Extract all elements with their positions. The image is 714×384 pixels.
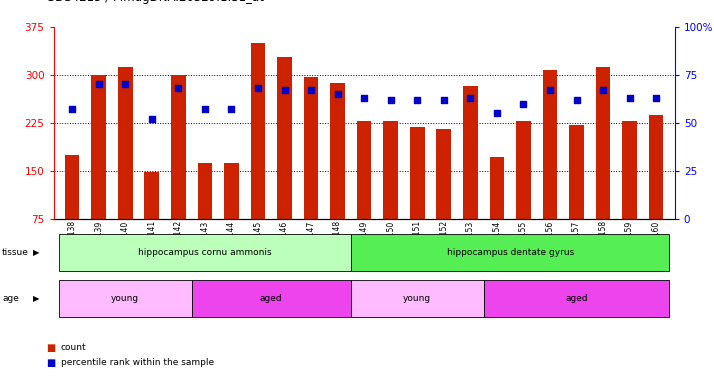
Bar	[490, 157, 504, 267]
Bar	[118, 67, 133, 267]
Text: age: age	[2, 294, 19, 303]
Bar	[251, 43, 266, 267]
Bar	[331, 83, 345, 267]
Text: count: count	[61, 343, 86, 352]
Bar	[144, 172, 159, 267]
Bar	[224, 163, 238, 267]
Text: young: young	[403, 294, 431, 303]
Text: hippocampus cornu ammonis: hippocampus cornu ammonis	[138, 248, 271, 257]
Text: percentile rank within the sample: percentile rank within the sample	[61, 358, 213, 367]
Point	[598, 87, 609, 93]
Point	[385, 97, 396, 103]
Point	[358, 95, 370, 101]
Point	[252, 85, 263, 91]
Bar	[198, 163, 212, 267]
Point	[173, 85, 184, 91]
Text: ■: ■	[46, 343, 56, 353]
Bar	[171, 75, 186, 267]
Bar	[65, 155, 79, 267]
Text: aged: aged	[260, 294, 283, 303]
Bar	[543, 70, 557, 267]
Point	[438, 97, 450, 103]
Bar	[623, 121, 637, 267]
Point	[465, 95, 476, 101]
Bar	[383, 121, 398, 267]
Bar	[277, 57, 292, 267]
Point	[66, 106, 78, 113]
Point	[119, 81, 131, 88]
Text: hippocampus dentate gyrus: hippocampus dentate gyrus	[446, 248, 574, 257]
Point	[93, 81, 104, 88]
Text: GDS4215 / MmugDNA.20329.1.S1_at: GDS4215 / MmugDNA.20329.1.S1_at	[46, 0, 264, 4]
Point	[544, 87, 555, 93]
Bar	[649, 115, 663, 267]
Point	[518, 101, 529, 107]
Bar	[436, 129, 451, 267]
Bar	[91, 75, 106, 267]
Point	[278, 87, 290, 93]
Point	[491, 110, 503, 116]
Point	[146, 116, 158, 122]
Text: tissue: tissue	[2, 248, 29, 257]
Text: ▶: ▶	[33, 294, 40, 303]
Bar	[516, 121, 531, 267]
Bar	[569, 125, 584, 267]
Text: young: young	[111, 294, 139, 303]
Point	[411, 97, 423, 103]
Point	[570, 97, 582, 103]
Text: aged: aged	[565, 294, 588, 303]
Point	[650, 95, 662, 101]
Bar	[595, 67, 610, 267]
Point	[332, 91, 343, 97]
Point	[199, 106, 211, 113]
Bar	[463, 86, 478, 267]
Bar	[357, 121, 371, 267]
Text: ▶: ▶	[33, 248, 40, 257]
Point	[624, 95, 635, 101]
Point	[226, 106, 237, 113]
Text: ■: ■	[46, 358, 56, 368]
Point	[306, 87, 317, 93]
Bar	[410, 127, 425, 267]
Bar	[303, 77, 318, 267]
